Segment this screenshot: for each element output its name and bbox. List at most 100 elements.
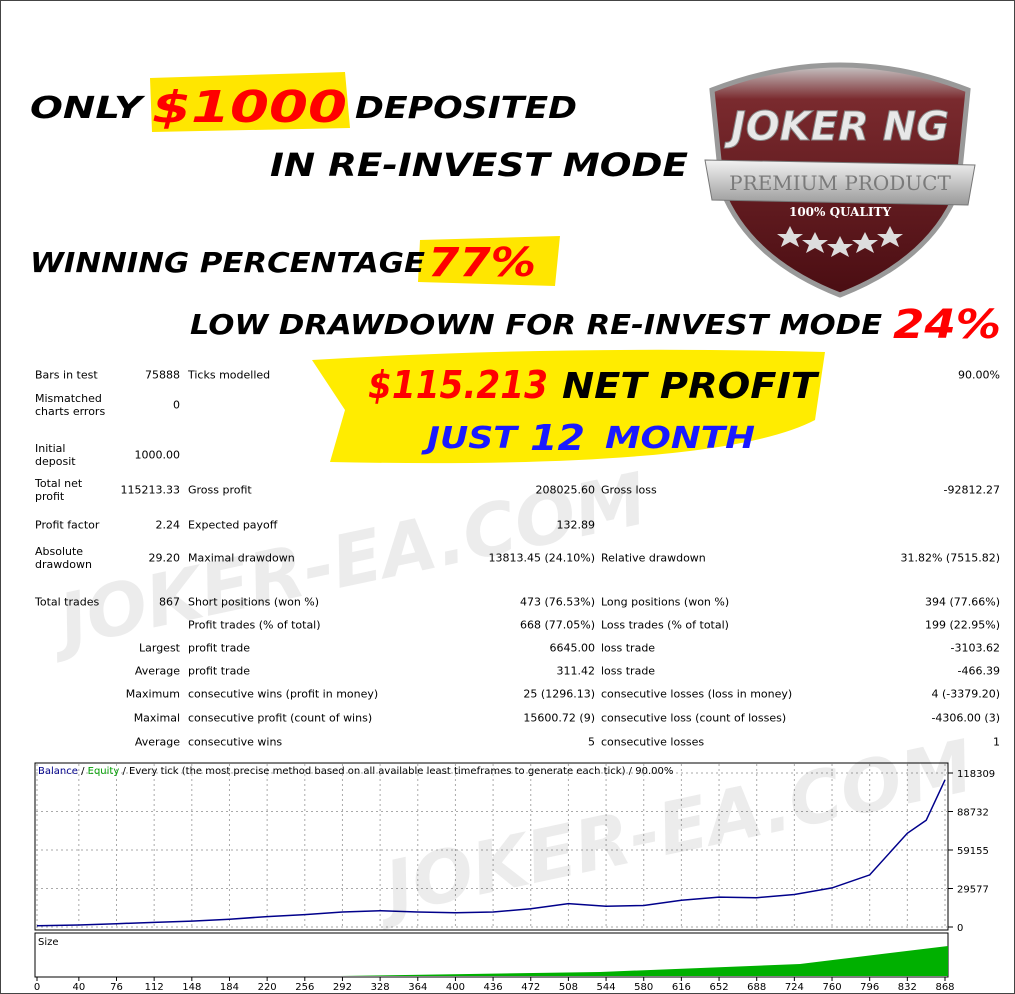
field-label: consecutive losses xyxy=(601,736,704,749)
field-label: consecutive wins xyxy=(188,736,282,749)
row-value: Average xyxy=(135,665,180,678)
field-label: loss trade xyxy=(601,642,655,655)
x-tick-label: 688 xyxy=(747,982,766,993)
row-label: Initial deposit xyxy=(35,442,107,468)
x-tick-label: 400 xyxy=(446,982,465,993)
promo-text: JUST xyxy=(421,421,520,456)
x-tick-label: 436 xyxy=(484,982,503,993)
header-part: / xyxy=(81,766,85,777)
logo-title: JOKER NG xyxy=(724,104,949,150)
field-label: consecutive loss (count of losses) xyxy=(601,712,786,725)
row-value: Average xyxy=(135,736,180,749)
x-tick-label: 220 xyxy=(258,982,277,993)
field-value: 132.89 xyxy=(557,519,596,532)
row-label: Mismatched charts errors xyxy=(35,392,107,418)
promo-text: DEPOSITED xyxy=(355,91,577,126)
row-label: Bars in test xyxy=(35,369,107,382)
row-value: 29.20 xyxy=(149,552,181,565)
field-label: Long positions (won %) xyxy=(601,596,729,609)
x-tick-label: 76 xyxy=(110,982,123,993)
x-tick-label: 184 xyxy=(220,982,239,993)
size-label: Size xyxy=(38,937,59,948)
field-label: Loss trades (% of total) xyxy=(601,619,729,632)
header-part: / Every tick (the most precise method ba… xyxy=(122,766,673,777)
field-value: 208025.60 xyxy=(536,484,596,497)
row-label: Profit factor xyxy=(35,519,107,532)
logo-quality: 100% QUALITY xyxy=(789,205,891,219)
row-value: Maximal xyxy=(134,712,180,725)
promo-text: WINNING PERCENTAGE xyxy=(30,246,425,279)
x-tick-label: 616 xyxy=(672,982,691,993)
row-label: Absolute drawdown xyxy=(35,545,107,571)
field-label: consecutive wins (profit in money) xyxy=(188,688,378,701)
promo-text: LOW DRAWDOWN FOR RE-INVEST MODE xyxy=(190,308,882,341)
field-value: -4306.00 (3) xyxy=(931,712,1000,725)
field-value: 199 (22.95%) xyxy=(925,619,1000,632)
x-tick-label: 652 xyxy=(709,982,728,993)
x-tick-label: 796 xyxy=(860,982,879,993)
x-tick-label: 256 xyxy=(295,982,314,993)
field-label: profit trade xyxy=(188,642,250,655)
x-tick-label: 760 xyxy=(822,982,841,993)
promo-text: NET PROFIT xyxy=(562,366,820,407)
field-label: consecutive losses (loss in money) xyxy=(601,688,792,701)
header-part: Equity xyxy=(88,766,120,777)
field-label: Gross profit xyxy=(188,484,252,497)
row-value: 867 xyxy=(159,596,180,609)
field-value: 473 (76.53%) xyxy=(520,596,595,609)
field-value: -3103.62 xyxy=(951,642,1000,655)
field-value: 90.00% xyxy=(958,369,1000,382)
x-tick-label: 364 xyxy=(408,982,427,993)
x-tick-label: 724 xyxy=(785,982,804,993)
field-value: 394 (77.66%) xyxy=(925,596,1000,609)
promo-text: 12 xyxy=(530,418,585,459)
field-label: Gross loss xyxy=(601,484,657,497)
field-value: -466.39 xyxy=(958,665,1000,678)
field-value: 25 (1296.13) xyxy=(523,688,595,701)
row-value: 115213.33 xyxy=(121,484,181,497)
page: JOKER NG PREMIUM PRODUCT 100% QUALITY ON… xyxy=(0,0,1015,994)
x-tick-label: 0 xyxy=(34,982,40,993)
y-tick-label: 29577 xyxy=(957,885,989,896)
promo-text: ONLY xyxy=(30,91,146,126)
canvas: JOKER NG PREMIUM PRODUCT 100% QUALITY ON… xyxy=(0,0,1015,994)
row-value: 75888 xyxy=(145,369,180,382)
field-value: 311.42 xyxy=(557,665,596,678)
row-value: 1000.00 xyxy=(135,449,181,462)
x-tick-label: 508 xyxy=(559,982,578,993)
field-label: consecutive profit (count of wins) xyxy=(188,712,372,725)
promo-amount: $1000 xyxy=(152,82,347,133)
field-label: Maximal drawdown xyxy=(188,552,295,565)
field-label: loss trade xyxy=(601,665,655,678)
header-part: Balance xyxy=(38,766,78,777)
y-tick-label: 0 xyxy=(957,923,963,934)
logo-banner: PREMIUM PRODUCT xyxy=(729,171,951,195)
field-value: 5 xyxy=(588,736,595,749)
x-tick-label: 148 xyxy=(182,982,201,993)
promo-percent: 77% xyxy=(428,240,536,286)
row-value: 2.24 xyxy=(156,519,181,532)
row-value: 0 xyxy=(173,399,180,412)
promo-profit: $115.213 xyxy=(368,363,548,407)
field-label: Ticks modelled xyxy=(188,369,270,382)
x-tick-label: 328 xyxy=(371,982,390,993)
field-value: 668 (77.05%) xyxy=(520,619,595,632)
field-value: 6645.00 xyxy=(550,642,596,655)
x-tick-label: 40 xyxy=(72,982,85,993)
field-value: 13813.45 (24.10%) xyxy=(488,552,595,565)
x-tick-label: 544 xyxy=(597,982,616,993)
field-value: 1 xyxy=(993,736,1000,749)
row-label: Total trades xyxy=(35,596,107,609)
field-label: Short positions (won %) xyxy=(188,596,319,609)
promo-percent: 24% xyxy=(893,302,1001,348)
row-value: Maximum xyxy=(126,688,180,701)
field-value: 31.82% (7515.82) xyxy=(900,552,1000,565)
field-value: 4 (-3379.20) xyxy=(931,688,1000,701)
field-value: -92812.27 xyxy=(944,484,1000,497)
promo-text: MONTH xyxy=(605,421,755,456)
field-label: Profit trades (% of total) xyxy=(188,619,321,632)
promo-text: IN RE-INVEST MODE xyxy=(270,146,688,184)
x-tick-label: 292 xyxy=(333,982,352,993)
row-value: Largest xyxy=(139,642,180,655)
field-label: Expected payoff xyxy=(188,519,277,532)
